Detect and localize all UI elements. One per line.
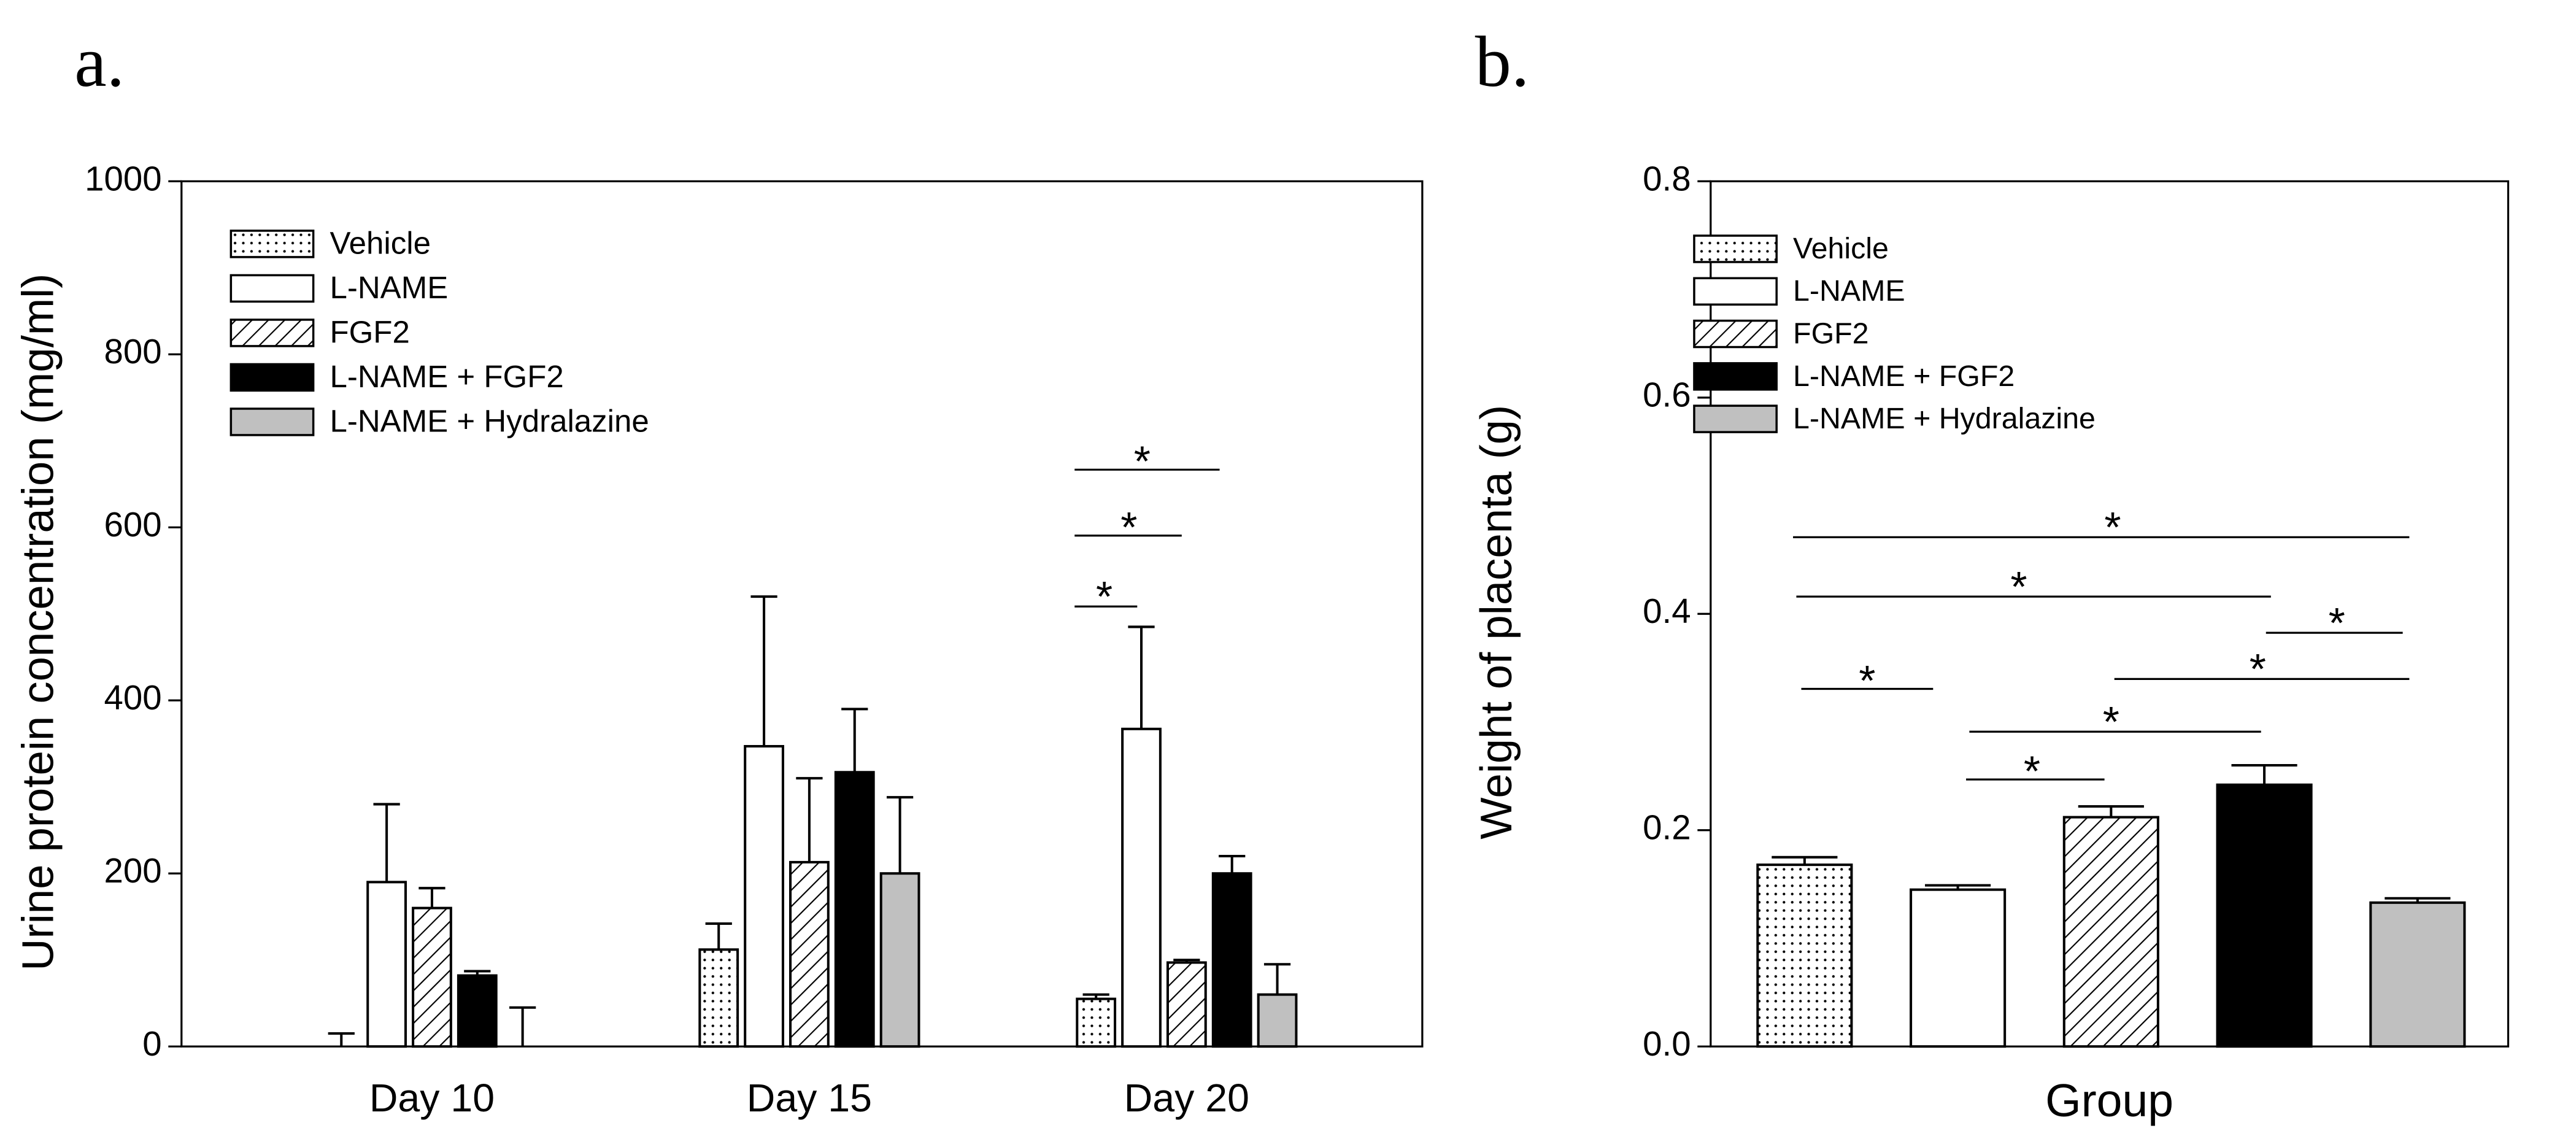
legend-swatch (1693, 319, 1778, 349)
bar (1211, 872, 1252, 1048)
error-bar (328, 1032, 355, 1047)
legend-label: L-NAME + Hydralazine (330, 404, 649, 439)
error-bar (418, 887, 445, 908)
legend-label: L-NAME + FGF2 (1793, 360, 2015, 393)
error-bar (796, 777, 823, 862)
legend-label: Vehicle (330, 226, 431, 261)
error-bar (1219, 855, 1246, 874)
y-tick-label: 1000 (85, 159, 161, 198)
legend-swatch (1693, 234, 1778, 263)
significance-star: * (1120, 503, 1137, 551)
y-tick-label: 0 (142, 1024, 161, 1063)
y-tick-label: 0.0 (1643, 1024, 1691, 1063)
error-bar (373, 803, 400, 882)
legend-label: FGF2 (330, 315, 409, 350)
legend-swatch (229, 407, 315, 436)
bar (412, 906, 452, 1048)
error-bar (1128, 625, 1155, 729)
y-tick-label: 400 (104, 678, 162, 717)
x-tick-label: Day 20 (1124, 1076, 1249, 1120)
bar (2369, 901, 2466, 1048)
bar (789, 860, 830, 1048)
significance-star: * (1096, 573, 1113, 620)
bar (1910, 888, 2007, 1048)
legend-swatch (229, 319, 315, 347)
legend-label: Vehicle (1793, 232, 1889, 265)
y-tick-label: 600 (104, 505, 162, 544)
error-bar (464, 970, 491, 976)
y-axis-label: Urine protein concentration (mg/ml) (13, 274, 63, 971)
bar (744, 744, 784, 1048)
y-tick-label: 200 (104, 851, 162, 890)
error-bar (1772, 855, 1838, 865)
error-bar (841, 708, 868, 773)
legend-swatch (229, 274, 315, 303)
y-tick-label: 800 (104, 332, 162, 371)
legend-label: L-NAME + FGF2 (330, 359, 563, 394)
y-tick-label: 0.6 (1643, 376, 1691, 414)
bar (366, 881, 407, 1048)
y-tick-label: 0.8 (1643, 159, 1691, 198)
bar (879, 872, 920, 1048)
y-tick-label: 0.4 (1643, 592, 1691, 630)
bar (834, 771, 875, 1048)
x-axis-label: Group (2045, 1075, 2173, 1126)
error-bar (1263, 963, 1291, 995)
bar (457, 974, 498, 1048)
error-bar (509, 1006, 536, 1047)
error-bar (1925, 884, 1991, 890)
legend-label: FGF2 (1793, 317, 1869, 350)
x-tick-label: Day 15 (747, 1076, 872, 1120)
error-bar (2231, 763, 2297, 785)
legend-swatch (1693, 277, 1778, 306)
error-bar (2078, 805, 2144, 817)
legend-swatch (1693, 404, 1778, 433)
bar (1756, 863, 1853, 1048)
bar (2216, 783, 2313, 1048)
panel-label: a. (74, 21, 125, 102)
legend-label: L-NAME (330, 270, 448, 305)
significance-star: * (2250, 645, 2266, 693)
error-bar (1173, 959, 1200, 963)
panel-label: b. (1475, 21, 1530, 102)
significance-star: * (2010, 563, 2027, 611)
legend-swatch (229, 363, 315, 392)
significance-star: * (2024, 747, 2040, 795)
y-tick-label: 0.2 (1643, 808, 1691, 847)
y-axis-label: Weight of placenta (g) (1471, 405, 1521, 840)
x-tick-label: Day 10 (369, 1076, 495, 1120)
legend-swatch (229, 230, 315, 258)
significance-star: * (2104, 503, 2121, 551)
bar (1076, 997, 1117, 1048)
error-bar (750, 595, 777, 746)
significance-star: * (2329, 599, 2345, 647)
bar (1121, 727, 1162, 1048)
legend-swatch (1693, 362, 1778, 391)
bar (698, 948, 739, 1048)
error-bar (1082, 993, 1109, 999)
bar (2062, 816, 2159, 1048)
error-bar (886, 796, 914, 874)
legend-label: L-NAME (1793, 274, 1905, 307)
significance-star: * (1134, 438, 1151, 485)
error-bar (2385, 897, 2451, 903)
significance-star: * (2103, 698, 2119, 746)
bar (1257, 993, 1298, 1048)
legend-label: L-NAME + Hydralazine (1793, 402, 2096, 435)
bar (1166, 961, 1207, 1048)
significance-star: * (1859, 657, 1875, 705)
error-bar (705, 922, 732, 950)
